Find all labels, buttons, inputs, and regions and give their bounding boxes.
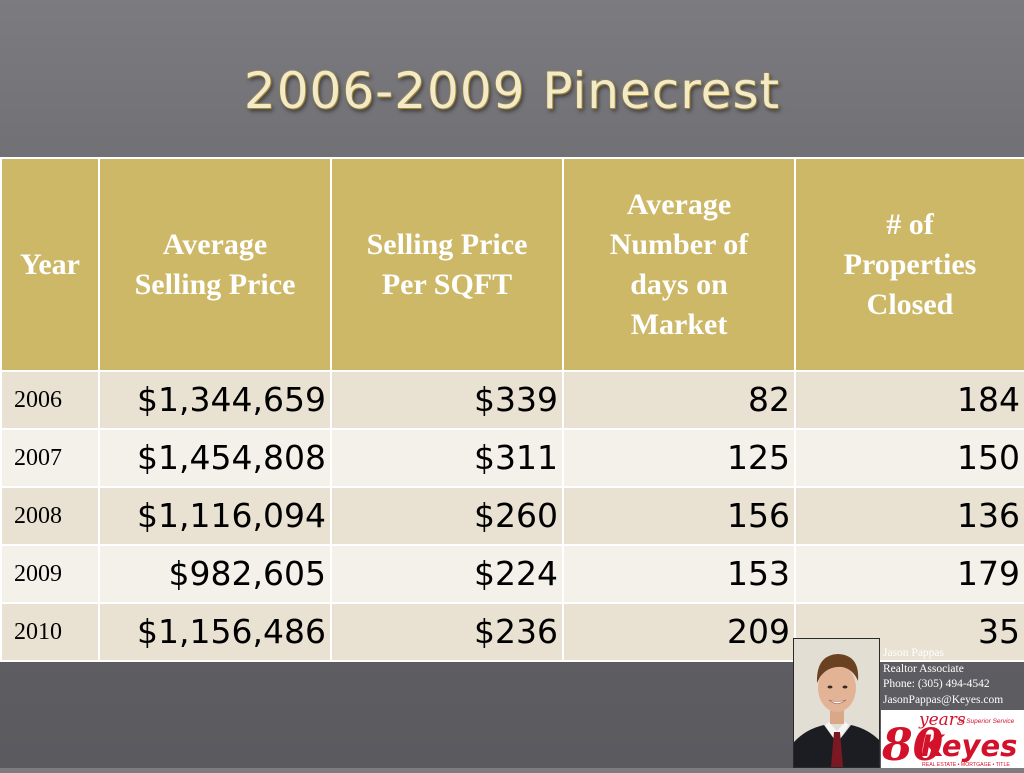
price-per-sqft-cell: $236	[330, 602, 564, 662]
price-per-sqft-cell: $224	[330, 544, 564, 604]
days-on-market-cell: 82	[562, 370, 796, 430]
logo-services: REAL ESTATE • MORTGAGE • TITLE	[922, 762, 1010, 768]
agent-name: Jason Pappas	[883, 647, 945, 659]
properties-closed-cell: 179	[794, 544, 1024, 604]
table-row: 2006 $1,344,659 $339 82 184	[0, 370, 1024, 430]
header-average-selling-price: Average Selling Price	[98, 157, 332, 372]
keyes-80-years-logo: 80 years of Superior Service Keyes REAL …	[881, 710, 1024, 771]
days-on-market-cell: 209	[562, 602, 796, 662]
logo-brand: Keyes	[921, 729, 1017, 763]
agent-photo	[793, 638, 880, 768]
average-selling-price-cell: $1,156,486	[98, 602, 332, 662]
table-header-row: Year Average Selling Price Selling Price…	[0, 157, 1024, 372]
year-cell: 2008	[0, 486, 100, 546]
days-on-market-cell: 153	[562, 544, 796, 604]
keyes-logo-graphic: 80 years of Superior Service Keyes REAL …	[881, 710, 1017, 771]
agent-portrait-image	[794, 639, 879, 767]
header-price-per-sqft: Selling Price Per SQFT	[330, 157, 564, 372]
properties-closed-cell: 184	[794, 370, 1024, 430]
header-days-on-market: Average Number of days on Market	[562, 157, 796, 372]
properties-closed-cell: 136	[794, 486, 1024, 546]
agent-contact-info: Jason Pappas Realtor Associate Phone: (3…	[883, 646, 1024, 708]
table-row: 2009 $982,605 $224 153 179	[0, 544, 1024, 604]
slide-title: 2006-2009 Pinecrest	[243, 62, 781, 120]
average-selling-price-cell: $1,454,808	[98, 428, 332, 488]
price-per-sqft-cell: $260	[330, 486, 564, 546]
table-row: 2008 $1,116,094 $260 156 136	[0, 486, 1024, 546]
price-per-sqft-cell: $339	[330, 370, 564, 430]
agent-phone: Phone: (305) 494-4542	[883, 678, 990, 690]
header-properties-closed: # of Properties Closed	[794, 157, 1024, 372]
year-cell: 2007	[0, 428, 100, 488]
market-stats-table: Year Average Selling Price Selling Price…	[0, 157, 1024, 662]
agent-role: Realtor Associate	[883, 662, 964, 675]
header-year: Year	[0, 157, 100, 372]
days-on-market-cell: 156	[562, 486, 796, 546]
average-selling-price-cell: $1,344,659	[98, 370, 332, 430]
table-row: 2010 $1,156,486 $236 209 35	[0, 602, 1024, 662]
year-cell: 2010	[0, 602, 100, 662]
average-selling-price-cell: $1,116,094	[98, 486, 332, 546]
properties-closed-cell: 150	[794, 428, 1024, 488]
year-cell: 2006	[0, 370, 100, 430]
logo-years-word: years	[918, 710, 966, 730]
days-on-market-cell: 125	[562, 428, 796, 488]
logo-years-number: 80	[881, 720, 944, 768]
table-row: 2007 $1,454,808 $311 125 150	[0, 428, 1024, 488]
price-per-sqft-cell: $311	[330, 428, 564, 488]
agent-card: Jason Pappas Realtor Associate Phone: (3…	[793, 638, 1024, 771]
year-cell: 2009	[0, 544, 100, 604]
logo-tagline: of Superior Service	[959, 718, 1015, 725]
average-selling-price-cell: $982,605	[98, 544, 332, 604]
agent-email: JasonPappas@Keyes.com	[883, 693, 1004, 706]
